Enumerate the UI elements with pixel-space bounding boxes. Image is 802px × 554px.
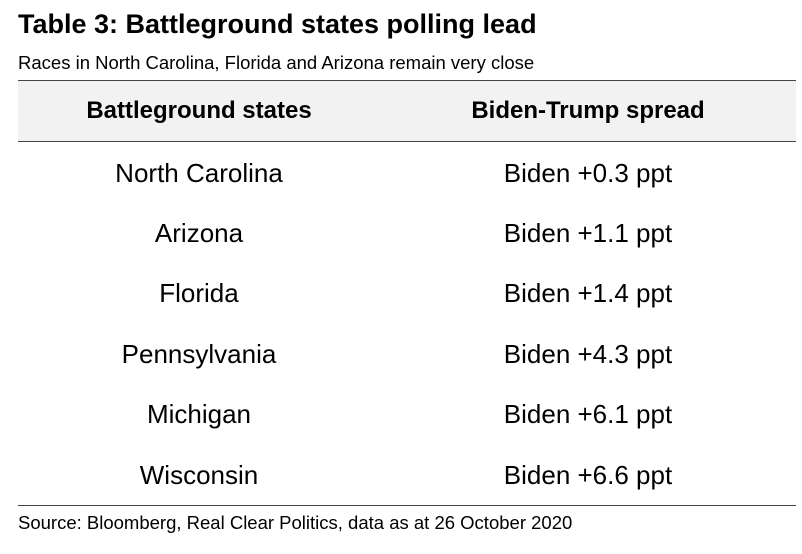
table-title: Table 3: Battleground states polling lea… (18, 9, 537, 39)
table-header-row: Battleground states Biden-Trump spread (18, 80, 796, 142)
table-body: North Carolina Biden +0.3 ppt Arizona Bi… (18, 143, 796, 507)
spread-cell: Biden +0.3 ppt (503, 157, 673, 188)
spread-cell: Biden +6.1 ppt (503, 399, 673, 430)
polling-table: Battleground states Biden-Trump spread N… (18, 80, 796, 507)
table-row: Arizona Biden +1.1 ppt (18, 203, 796, 263)
state-cell: Pennsylvania (121, 338, 277, 369)
state-cell: North Carolina (115, 157, 283, 188)
spread-cell: Biden +1.1 ppt (503, 218, 673, 249)
table-row: Florida Biden +1.4 ppt (18, 264, 796, 324)
state-cell: Wisconsin (139, 459, 259, 490)
table-row: Michigan Biden +6.1 ppt (18, 385, 796, 445)
table-subtitle: Races in North Carolina, Florida and Ari… (18, 52, 535, 73)
spread-cell: Biden +4.3 ppt (503, 338, 673, 369)
column-header-states: Battleground states (86, 97, 312, 124)
column-header-spread: Biden-Trump spread (471, 97, 705, 124)
spread-cell: Biden +6.6 ppt (503, 459, 673, 490)
table-row: Pennsylvania Biden +4.3 ppt (18, 324, 796, 384)
table-row: North Carolina Biden +0.3 ppt (18, 143, 796, 203)
spread-cell: Biden +1.4 ppt (503, 278, 673, 309)
state-cell: Arizona (154, 218, 244, 249)
source-note: Source: Bloomberg, Real Clear Politics, … (18, 512, 573, 533)
state-cell: Michigan (146, 399, 252, 430)
state-cell: Florida (159, 278, 239, 309)
table-row: Wisconsin Biden +6.6 ppt (18, 445, 796, 505)
